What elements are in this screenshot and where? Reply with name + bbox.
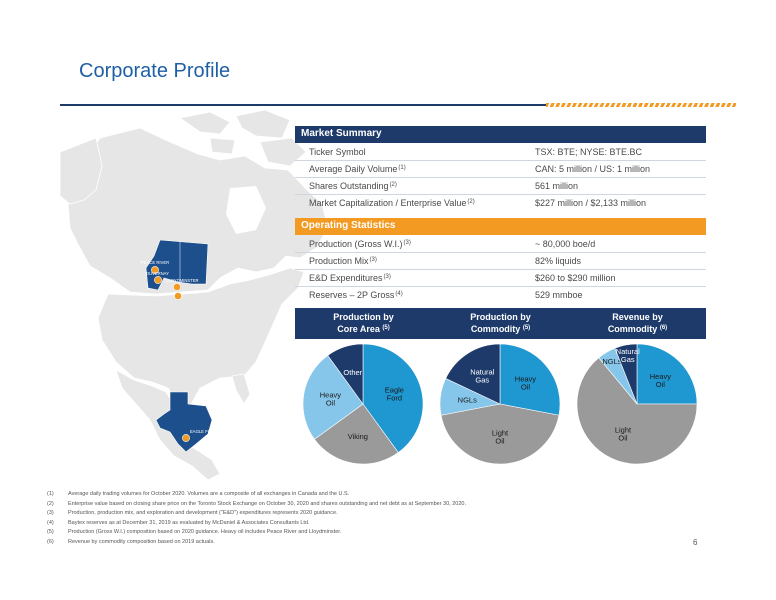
page-number: 6: [693, 538, 698, 547]
footnote: (2) Enterprise value based on closing sha…: [47, 500, 466, 507]
arctic-islands: [179, 109, 307, 167]
row-value: $260 to $290 million: [535, 273, 616, 283]
footnote: (1) Average daily trading volumes for Oct…: [47, 491, 350, 497]
pie-header-line2: Commodity (6): [607, 324, 668, 334]
viking-label: VIKING: [183, 290, 197, 295]
pie-header-revenue-commodity: Revenue by Commodity (6): [569, 308, 706, 339]
pie-slice-natural-gas: [445, 343, 501, 405]
pie-slice-natural-gas: [614, 343, 638, 405]
row-label: Production (Gross W.I.)(3): [309, 239, 411, 249]
row-label: Ticker Symbol: [309, 147, 366, 157]
eagle-ford-label: EAGLE FORD: [190, 429, 217, 434]
pie-label-natural-gas: Natural Gas: [616, 347, 641, 364]
pie-label-ngls: NGLs: [458, 395, 477, 404]
pie-label-heavy-oil: Heavy Oil: [650, 372, 672, 389]
market-summary-header: Market Summary: [295, 126, 706, 143]
pie-slice-heavy-oil: [302, 355, 364, 440]
table-row: Production Mix(3) 82% liquids: [295, 253, 706, 270]
lloydminster-marker: [173, 283, 181, 291]
row-value: TSX: BTE; NYSE: BTE.BC: [535, 147, 643, 157]
pie-chart-core-area: Eagle Ford Viking Heavy Oil Other: [302, 343, 424, 465]
eagle-ford-marker: [182, 434, 190, 442]
duvernay-marker: [154, 276, 162, 284]
table-row: Shares Outstanding(2) 561 million: [295, 178, 706, 195]
viking-marker: [174, 292, 182, 300]
row-label: Reserves – 2P Gross(4): [309, 290, 403, 300]
duvernay-label: DUVERNAY: [146, 271, 169, 276]
row-value: 82% liquids: [535, 256, 582, 266]
pie-label-ngls: NGLs: [602, 357, 621, 366]
footnotes: (1) Average daily trading volumes for Oct…: [47, 491, 707, 548]
pie-header-line1: Production by: [470, 312, 531, 322]
pie-chart-production-commodity: Heavy Oil Light Oil NGLs Natural Gas: [439, 343, 561, 465]
pie-slice-heavy-oil: [499, 343, 561, 416]
alaska: [60, 137, 103, 205]
row-value: $227 million / $2,133 million: [535, 198, 647, 208]
pie-header-line1: Revenue by: [612, 312, 663, 322]
operating-statistics-header: Operating Statistics: [295, 218, 706, 235]
pie-slice-heavy-oil: [636, 343, 698, 405]
peace-river-marker: [151, 266, 159, 274]
row-value: CAN: 5 million / US: 1 million: [535, 164, 651, 174]
table-row: Reserves – 2P Gross(4) 529 mmboe: [295, 287, 706, 304]
canada-mainland: [67, 127, 328, 295]
pie-slice-light-oil: [440, 403, 560, 465]
pie-label-natural-gas: Natural Gas: [470, 368, 495, 385]
pie-label-light-oil: Light Oil: [492, 429, 509, 446]
pie-label-viking: Viking: [348, 432, 368, 441]
footnote: (3) Production, production mix, and explo…: [47, 510, 338, 516]
row-value: ~ 80,000 boe/d: [535, 239, 596, 249]
pie-header-line2: Commodity (5): [470, 324, 531, 334]
row-label: Production Mix(3): [309, 256, 377, 266]
page-title: Corporate Profile: [79, 60, 231, 82]
pie-slice-viking: [314, 403, 399, 465]
pie-slice-eagle-ford: [362, 343, 424, 453]
pie-header-core-area: Production by Core Area (5): [295, 308, 432, 339]
table-row: E&D Expenditures(3) $260 to $290 million: [295, 270, 706, 287]
footnote: (5) Production (Gross W.I.) composition b…: [47, 529, 342, 535]
pie-header-line2: Core Area (5): [337, 324, 390, 334]
pie-header-line1: Production by: [333, 312, 394, 322]
lloydminster-label: LLOYDMINSTER: [166, 278, 199, 283]
pie-label-light-oil: Light Oil: [615, 425, 632, 442]
title-divider-accent: [546, 103, 736, 107]
north-america-map: PEACE RIVER DUVERNAY LLOYDMINSTER VIKING…: [60, 109, 328, 481]
footnote: (6) Revenue by commodity composition base…: [47, 538, 215, 545]
row-label: Shares Outstanding(2): [309, 181, 397, 191]
table-row: Production (Gross W.I.)(3) ~ 80,000 boe/…: [295, 236, 706, 253]
title-divider: [60, 104, 736, 106]
row-label: Market Capitalization / Enterprise Value…: [309, 198, 475, 208]
pie-header-production-commodity: Production by Commodity (5): [432, 308, 569, 339]
table-row: Market Capitalization / Enterprise Value…: [295, 195, 706, 212]
pie-label-heavy-oil: Heavy Oil: [320, 390, 342, 407]
table-row: Average Daily Volume(1) CAN: 5 million /…: [295, 161, 706, 178]
row-label: E&D Expenditures(3): [309, 273, 391, 283]
western-canada-region: [145, 239, 209, 291]
texas-region: [155, 391, 213, 453]
pie-slice-other: [327, 343, 364, 405]
pie-label-heavy-oil: Heavy Oil: [515, 374, 537, 391]
peace-river-label: PEACE RIVER: [141, 260, 169, 265]
pie-slice-light-oil: [576, 357, 698, 465]
row-value: 561 million: [535, 181, 579, 191]
footnote: (4) Baytex reserves as at December 31, 20…: [47, 519, 310, 526]
table-row: Ticker Symbol TSX: BTE; NYSE: BTE.BC: [295, 144, 706, 161]
row-value: 529 mmboe: [535, 290, 583, 300]
row-label: Average Daily Volume(1): [309, 164, 406, 174]
pie-label-eagle-ford: Eagle Ford: [385, 385, 404, 402]
pie-label-other: Other: [343, 368, 362, 377]
usa: [97, 267, 305, 407]
